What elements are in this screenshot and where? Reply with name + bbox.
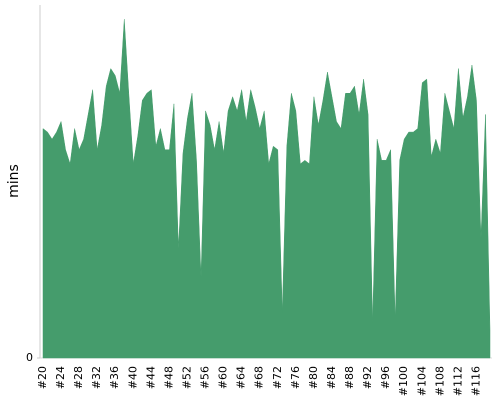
x-tick-label: #32 bbox=[90, 366, 103, 389]
x-tick-label: #64 bbox=[235, 366, 248, 389]
y-axis-label: mins bbox=[6, 164, 22, 198]
x-tick-label: #28 bbox=[72, 366, 85, 389]
x-tick-label: #76 bbox=[289, 366, 302, 389]
x-tick-label: #56 bbox=[199, 366, 212, 389]
x-tick-label: #24 bbox=[54, 366, 67, 389]
x-tick-label: #60 bbox=[217, 366, 230, 389]
x-tick-label: #48 bbox=[162, 366, 175, 389]
x-tick-label: #88 bbox=[343, 366, 356, 389]
x-tick-label: #68 bbox=[253, 366, 266, 389]
area bbox=[42, 19, 491, 359]
x-tick-label: #36 bbox=[108, 366, 121, 389]
x-tick-label: #52 bbox=[180, 366, 193, 389]
x-tick-label: #92 bbox=[361, 366, 374, 389]
x-tick-label: #80 bbox=[307, 366, 320, 389]
x-tick-label: #108 bbox=[433, 366, 446, 396]
x-tick-label: #84 bbox=[325, 366, 338, 389]
x-tick-label: #20 bbox=[36, 366, 49, 389]
x-tick-label: #104 bbox=[415, 366, 428, 396]
x-tick-label: #116 bbox=[469, 366, 482, 396]
x-tick-label: #44 bbox=[144, 366, 157, 389]
x-tick-label: #100 bbox=[397, 366, 410, 396]
y-tick-label: 0 bbox=[26, 351, 33, 364]
x-tick-label: #40 bbox=[126, 366, 139, 389]
x-tick-label: #112 bbox=[451, 366, 464, 396]
x-tick-label: #96 bbox=[379, 366, 392, 389]
x-tick-label: #72 bbox=[271, 366, 284, 389]
